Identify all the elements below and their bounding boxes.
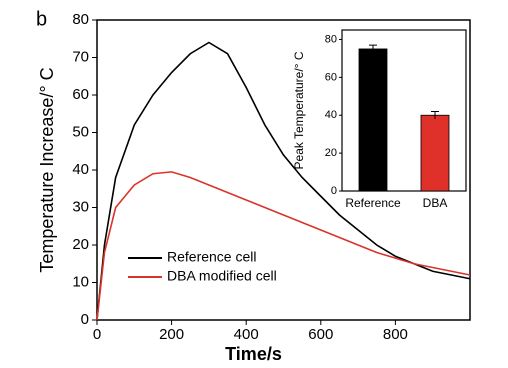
y-tick-label: 40: [72, 161, 89, 178]
x-axis-label: Time/s: [225, 344, 282, 364]
x-tick-label: 600: [308, 326, 333, 343]
x-tick-label: Reference: [345, 196, 401, 210]
y-tick-label: 80: [325, 33, 337, 45]
y-tick-label: 10: [72, 273, 89, 290]
y-tick-label: 70: [72, 48, 89, 65]
y-tick-label: 60: [72, 86, 89, 103]
y-tick-label: 50: [72, 123, 89, 140]
data-line: [96, 41, 471, 321]
panel-label: b: [36, 8, 47, 30]
x-tick-label: 400: [234, 326, 259, 343]
y-tick-label: 80: [72, 11, 89, 28]
y-tick-label: 60: [325, 71, 337, 83]
y-tick-label: 0: [331, 185, 337, 197]
y-axis-label: Temperature Increase/° C: [37, 67, 57, 272]
y-tick-label: 20: [325, 147, 337, 159]
x-tick-label: DBA: [423, 196, 448, 210]
error-bar: [369, 44, 377, 53]
y-tick-label: 0: [81, 311, 89, 328]
y-tick-label: 20: [72, 236, 89, 253]
legend-label: Reference cell: [167, 249, 257, 265]
bar: [420, 114, 450, 192]
y-tick-label: 30: [72, 198, 89, 215]
y-tick-label: 40: [325, 109, 337, 121]
bar: [358, 48, 388, 192]
legend-label: DBA modified cell: [167, 268, 277, 284]
data-line: [96, 171, 471, 321]
x-tick-label: 200: [159, 326, 184, 343]
x-tick-label: 800: [383, 326, 408, 343]
error-bar: [431, 110, 439, 120]
y-axis-label: Peak Temperature/° C: [292, 51, 306, 169]
x-tick-label: 0: [93, 326, 101, 343]
